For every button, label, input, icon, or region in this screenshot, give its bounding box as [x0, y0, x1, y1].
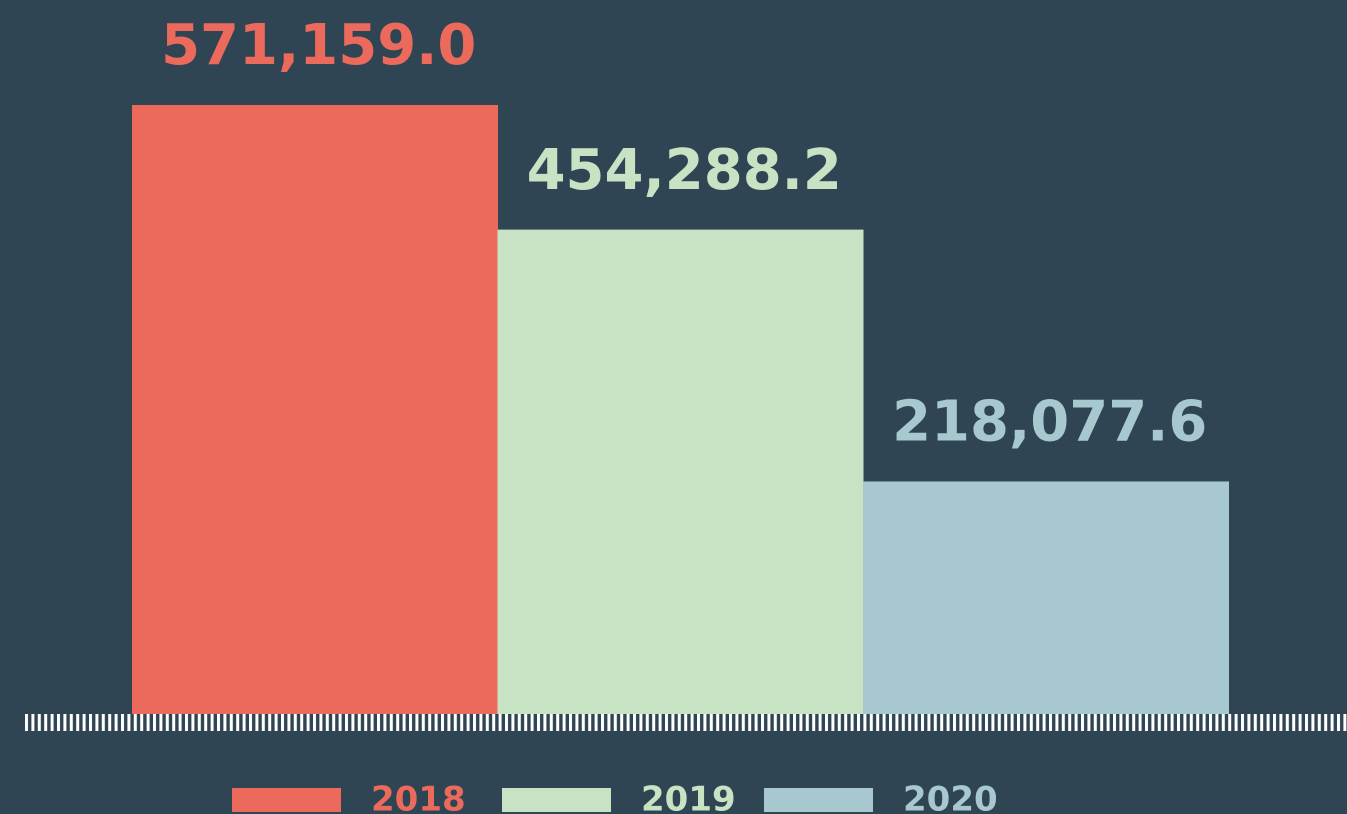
legend-swatch [232, 788, 341, 812]
value-label: 571,159.0 [161, 13, 476, 78]
legend-label: 2019 [641, 780, 736, 814]
legend-swatch [502, 788, 611, 812]
legend-label: 2018 [371, 780, 466, 814]
legend-swatch [764, 788, 873, 812]
legend-label: 2020 [903, 780, 998, 814]
bar [132, 105, 498, 714]
axis-ticks [25, 714, 1347, 731]
value-label: 454,288.2 [527, 138, 842, 203]
bar [863, 481, 1229, 714]
bar [497, 229, 864, 715]
value-label: 218,077.6 [892, 390, 1207, 455]
